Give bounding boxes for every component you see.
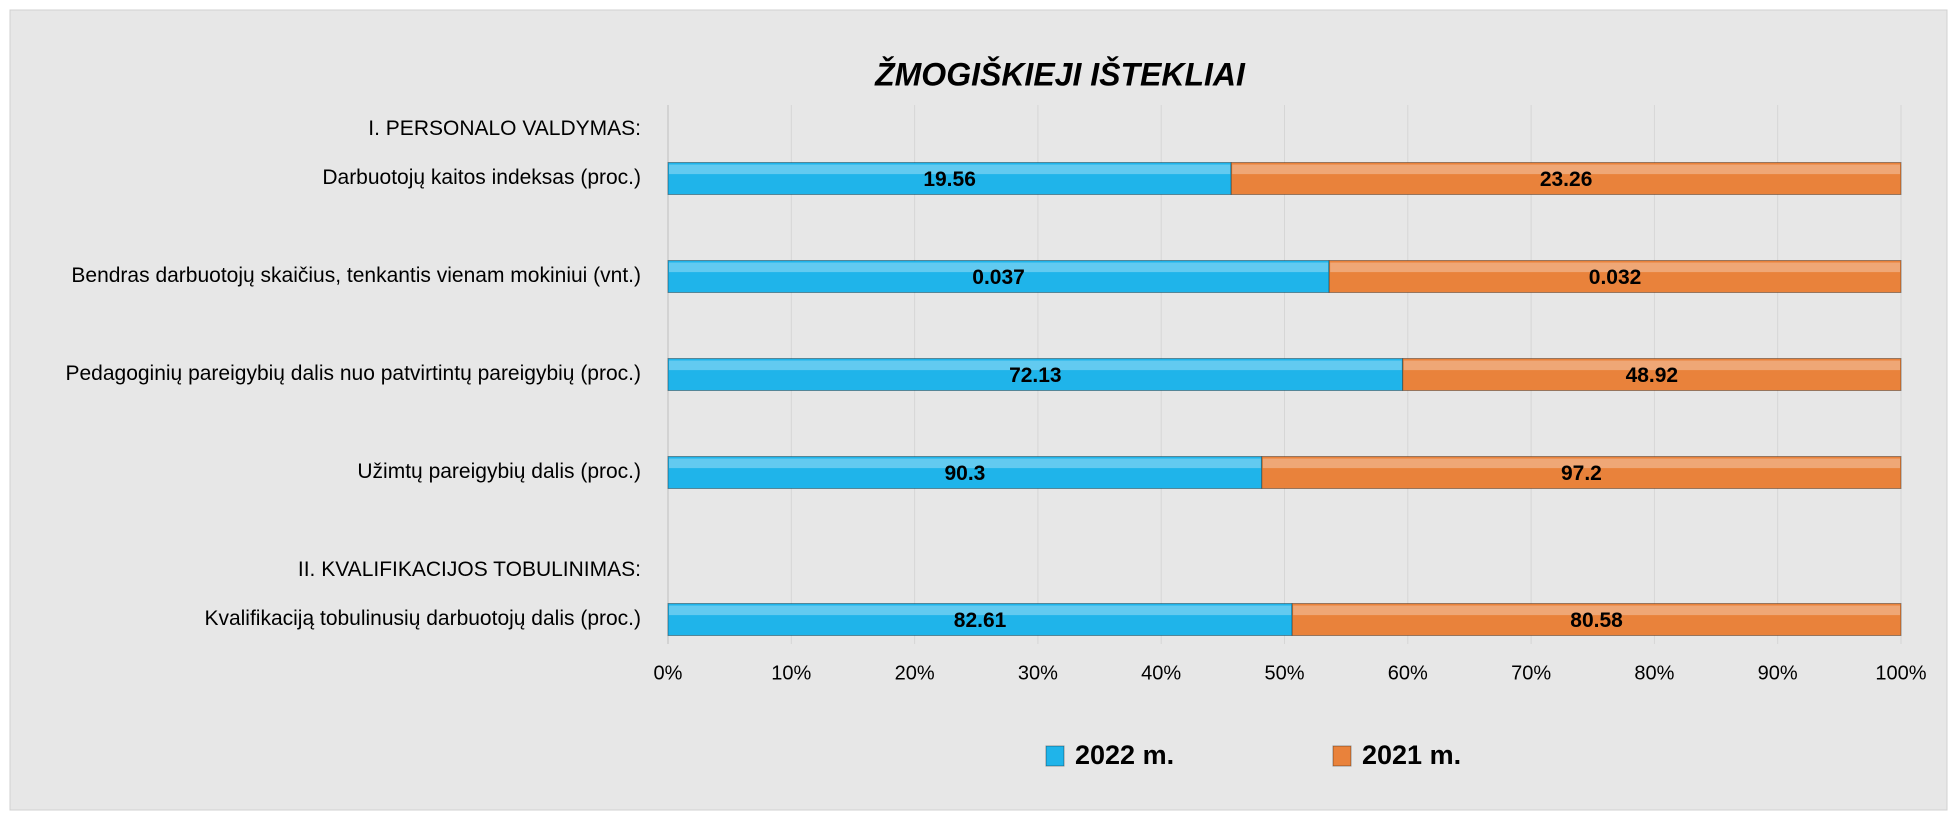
y-tick-label: Bendras darbuotojų skaičius, tenkantis v… bbox=[71, 264, 641, 287]
y-tick-label: Kvalifikaciją tobulinusių darbuotojų dal… bbox=[204, 607, 641, 630]
bar-highlight bbox=[669, 360, 1402, 371]
data-label: 48.92 bbox=[1626, 364, 1679, 387]
data-label: 97.2 bbox=[1561, 462, 1602, 485]
data-label: 19.56 bbox=[923, 168, 976, 191]
x-tick-label: 40% bbox=[1141, 662, 1181, 684]
bar-highlight bbox=[669, 458, 1261, 469]
x-tick-label: 30% bbox=[1018, 662, 1058, 684]
data-label: 0.032 bbox=[1589, 266, 1642, 289]
x-tick-label: 100% bbox=[1875, 662, 1926, 684]
x-tick-label: 80% bbox=[1634, 662, 1674, 684]
bar bbox=[667, 358, 1404, 391]
bar bbox=[1230, 162, 1902, 195]
y-tick-label: Užimtų pareigybių dalis (proc.) bbox=[357, 460, 641, 483]
data-label: 80.58 bbox=[1570, 609, 1623, 632]
x-tick-label: 10% bbox=[771, 662, 811, 684]
x-tick-label: 50% bbox=[1264, 662, 1304, 684]
bar bbox=[667, 162, 1232, 195]
x-tick-label: 0% bbox=[654, 662, 683, 684]
data-label: 23.26 bbox=[1540, 168, 1593, 191]
bar-highlight bbox=[669, 262, 1329, 273]
bar bbox=[1291, 603, 1902, 636]
y-tick-label: Darbuotojų kaitos indeksas (proc.) bbox=[322, 166, 641, 189]
y-tick-label: Pedagoginių pareigybių dalis nuo patvirt… bbox=[65, 362, 641, 385]
bar bbox=[1261, 456, 1902, 489]
chart-background bbox=[9, 9, 1948, 811]
bar bbox=[667, 260, 1330, 293]
legend-swatch bbox=[1045, 745, 1065, 767]
bar bbox=[1402, 358, 1902, 391]
chart-title: ŽMOGIŠKIEJI IŠTEKLIAI bbox=[874, 56, 1246, 92]
bar bbox=[1328, 260, 1902, 293]
x-tick-label: 60% bbox=[1388, 662, 1428, 684]
bar-highlight bbox=[1403, 360, 1900, 371]
bar-highlight bbox=[1262, 458, 1900, 469]
bar bbox=[667, 456, 1263, 489]
y-tick-label: I. PERSONALO VALDYMAS: bbox=[368, 117, 641, 140]
bar-highlight bbox=[669, 605, 1292, 616]
bar-highlight bbox=[1232, 164, 1900, 175]
bar-highlight bbox=[1293, 605, 1900, 616]
bar bbox=[667, 603, 1293, 636]
x-tick-label: 70% bbox=[1511, 662, 1551, 684]
legend-label: 2021 m. bbox=[1362, 740, 1461, 770]
data-label: 72.13 bbox=[1009, 364, 1062, 387]
bar-highlight bbox=[1330, 262, 1900, 273]
y-tick-label: II. KVALIFIKACIJOS TOBULINIMAS: bbox=[298, 558, 641, 581]
data-label: 90.3 bbox=[944, 462, 985, 485]
legend-swatch bbox=[1332, 745, 1352, 767]
data-label: 82.61 bbox=[954, 609, 1007, 632]
x-tick-label: 90% bbox=[1758, 662, 1798, 684]
x-tick-label: 20% bbox=[895, 662, 935, 684]
bar-highlight bbox=[669, 164, 1231, 175]
data-label: 0.037 bbox=[972, 266, 1025, 289]
legend-label: 2022 m. bbox=[1075, 740, 1174, 770]
